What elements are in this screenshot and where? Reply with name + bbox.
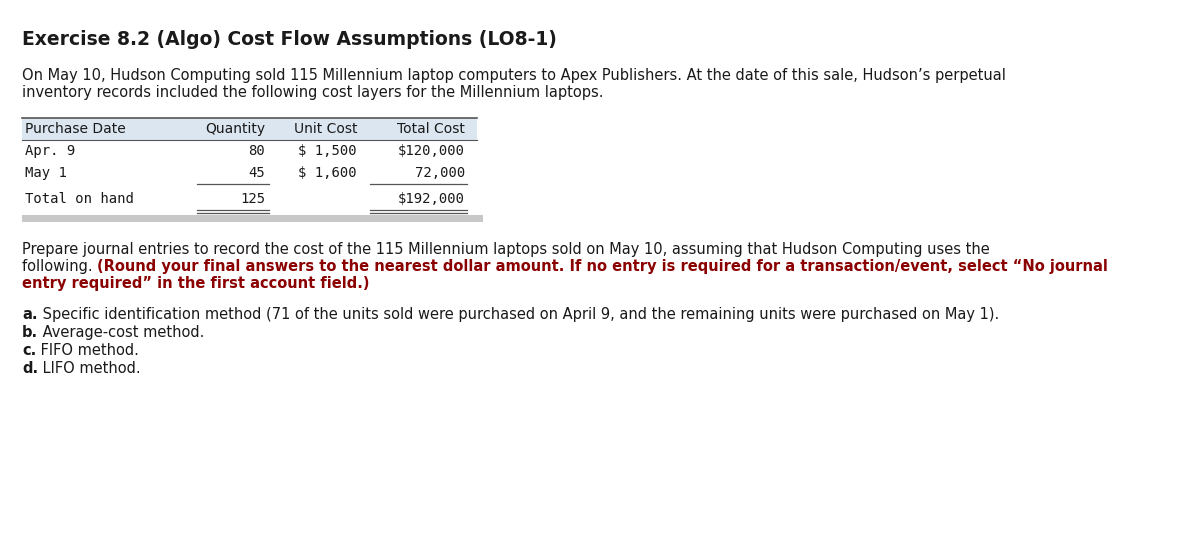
Text: inventory records included the following cost layers for the Millennium laptops.: inventory records included the following… [23,85,603,100]
Text: Total on hand: Total on hand [25,192,134,206]
Text: On May 10, Hudson Computing sold 115 Millennium laptop computers to Apex Publish: On May 10, Hudson Computing sold 115 Mil… [23,68,1006,83]
Text: $ 1,500: $ 1,500 [299,144,357,158]
Text: May 1: May 1 [25,166,66,180]
Text: $120,000: $120,000 [398,144,465,158]
Text: Purchase Date: Purchase Date [25,122,126,136]
Text: 45: 45 [248,166,265,180]
Text: Apr. 9: Apr. 9 [25,144,76,158]
Bar [23,215,483,222]
Text: a.: a. [23,307,38,322]
Text: Specific identification method (71 of the units sold were purchased on April 9, : Specific identification method (71 of th… [38,307,999,322]
Text: $ 1,600: $ 1,600 [299,166,357,180]
Text: LIFO method.: LIFO method. [38,361,141,376]
Text: Average-cost method.: Average-cost method. [38,325,205,340]
Text: entry required” in the first account field.): entry required” in the first account fie… [23,276,370,291]
Text: Unit Cost: Unit Cost [294,122,357,136]
Text: b.: b. [23,325,38,340]
Text: 125: 125 [239,192,265,206]
Text: d.: d. [23,361,38,376]
Text: following.: following. [23,259,97,274]
Text: Prepare journal entries to record the cost of the 115 Millennium laptops sold on: Prepare journal entries to record the co… [23,242,989,257]
Text: FIFO method.: FIFO method. [37,343,139,358]
Text: (Round your final answers to the nearest dollar amount. If no entry is required : (Round your final answers to the nearest… [97,259,1108,274]
Text: Quantity: Quantity [205,122,265,136]
Bar [23,118,478,140]
Text: 72,000: 72,000 [415,166,465,180]
Text: Total Cost: Total Cost [397,122,465,136]
Text: c.: c. [23,343,37,358]
Text: Exercise 8.2 (Algo) Cost Flow Assumptions (LO8-1): Exercise 8.2 (Algo) Cost Flow Assumption… [23,30,557,49]
Text: $192,000: $192,000 [398,192,465,206]
Text: 80: 80 [248,144,265,158]
